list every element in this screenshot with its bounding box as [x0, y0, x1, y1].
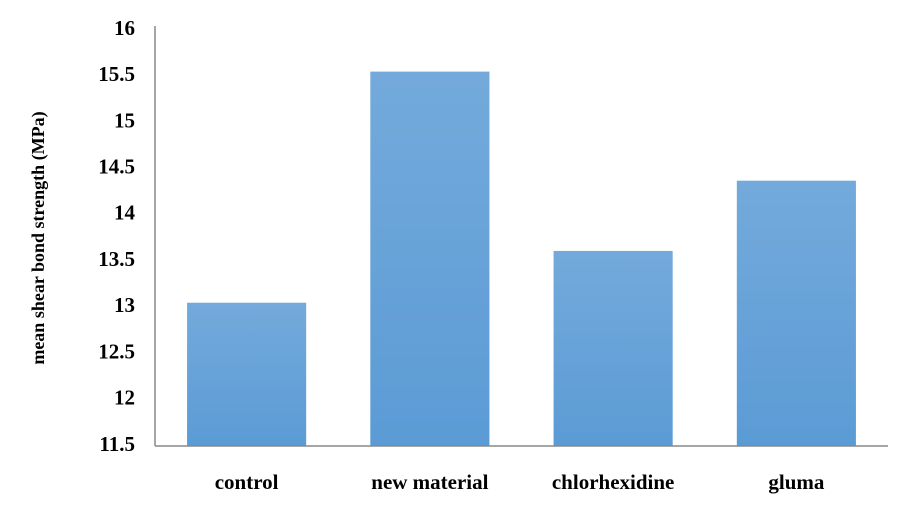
bar	[187, 302, 307, 446]
y-tick-label: 13.5	[98, 247, 135, 271]
bar	[370, 71, 490, 446]
y-tick-label: 12.5	[98, 339, 135, 363]
x-tick-label: new material	[371, 470, 488, 494]
y-tick-label: 15	[114, 108, 135, 132]
bar	[553, 250, 673, 446]
y-tick-label: 16	[114, 16, 135, 40]
y-axis-label: mean shear bond strength (MPa)	[28, 111, 49, 364]
y-tick-label: 15.5	[98, 62, 135, 86]
y-tick-label: 14	[114, 201, 136, 225]
bar	[736, 180, 856, 446]
x-tick-label: chlorhexidine	[552, 470, 675, 494]
y-tick-label: 13	[114, 293, 135, 317]
x-tick-label: gluma	[768, 470, 825, 494]
y-tick-label: 14.5	[98, 154, 135, 178]
y-tick-label: 11.5	[99, 432, 135, 456]
y-tick-label: 12	[114, 386, 135, 410]
x-tick-label: control	[215, 470, 279, 494]
